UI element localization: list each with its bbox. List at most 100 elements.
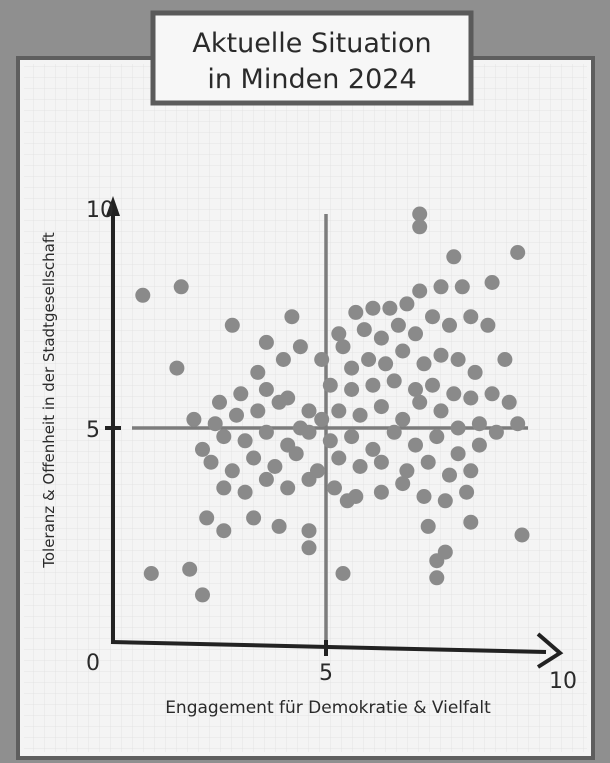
data-point-52 xyxy=(352,407,368,423)
data-point-55 xyxy=(412,394,428,410)
data-point-22 xyxy=(484,275,500,290)
data-point-105 xyxy=(327,480,342,496)
data-point-58 xyxy=(471,416,487,432)
y-axis-arrow xyxy=(106,196,120,216)
data-point-54 xyxy=(395,411,411,427)
data-point-128 xyxy=(429,570,445,586)
data-point-18 xyxy=(446,249,462,265)
x-tick-label-10: 10 xyxy=(549,669,577,694)
data-point-36 xyxy=(416,356,432,372)
x-axis xyxy=(110,640,547,654)
data-point-68 xyxy=(212,394,227,410)
data-point-27 xyxy=(408,326,423,342)
data-point-17 xyxy=(454,279,470,295)
data-point-45 xyxy=(408,382,423,397)
data-point-110 xyxy=(437,493,453,509)
data-point-34 xyxy=(378,356,394,372)
data-point-32 xyxy=(344,360,360,376)
data-point-5 xyxy=(258,334,274,350)
data-point-86 xyxy=(471,437,487,453)
data-point-44 xyxy=(386,373,402,389)
data-point-3 xyxy=(224,317,240,333)
chart-title-line-1: Aktuelle Situation xyxy=(192,28,431,59)
data-point-53 xyxy=(373,399,389,415)
data-point-9 xyxy=(314,352,330,367)
data-point-50 xyxy=(501,394,517,410)
data-point-40 xyxy=(497,352,513,367)
data-point-79 xyxy=(322,433,338,449)
data-point-13 xyxy=(382,300,398,316)
data-point-73 xyxy=(195,441,210,457)
data-point-98 xyxy=(442,467,457,483)
data-point-85 xyxy=(450,446,466,462)
data-point-123 xyxy=(514,527,530,543)
data-point-122 xyxy=(463,514,479,530)
data-point-39 xyxy=(467,364,483,380)
data-points xyxy=(135,206,530,603)
chart-title-line-2: in Minden 2024 xyxy=(207,64,416,95)
data-point-20 xyxy=(412,206,428,222)
data-point-116 xyxy=(301,523,317,539)
data-point-97 xyxy=(420,454,436,470)
data-point-14 xyxy=(399,296,415,312)
data-point-76 xyxy=(258,424,274,440)
data-point-11 xyxy=(348,304,364,320)
data-point-47 xyxy=(446,386,462,402)
data-point-89 xyxy=(246,450,262,466)
data-point-62 xyxy=(207,416,223,432)
y-axis-label: Toleranz & Offenheit in der Stadtgesells… xyxy=(40,232,58,569)
data-point-30 xyxy=(463,309,479,325)
data-point-35 xyxy=(395,343,411,359)
data-point-31 xyxy=(480,317,496,333)
data-point-113 xyxy=(216,523,232,539)
data-point-95 xyxy=(373,454,389,470)
data-point-59 xyxy=(488,424,504,440)
data-point-120 xyxy=(420,518,436,534)
data-point-78 xyxy=(301,424,317,440)
data-point-84 xyxy=(429,429,445,445)
data-point-4 xyxy=(284,309,300,325)
data-point-49 xyxy=(484,386,500,402)
data-point-60 xyxy=(510,416,526,432)
data-point-72 xyxy=(301,403,317,419)
data-point-8 xyxy=(250,364,266,380)
data-point-6 xyxy=(292,339,308,355)
data-point-111 xyxy=(459,484,475,500)
data-point-41 xyxy=(322,377,338,393)
data-point-29 xyxy=(442,317,457,333)
data-point-38 xyxy=(450,352,466,367)
data-point-88 xyxy=(224,463,240,479)
data-point-21 xyxy=(510,245,526,260)
data-point-117 xyxy=(339,493,355,509)
data-point-15 xyxy=(412,283,428,299)
y-tick-label-5: 5 xyxy=(86,418,100,443)
data-point-63 xyxy=(229,407,244,423)
data-point-71 xyxy=(280,390,296,406)
data-point-26 xyxy=(390,317,406,333)
data-point-126 xyxy=(195,587,210,603)
data-point-43 xyxy=(365,377,381,393)
x-tick-label-5: 5 xyxy=(319,661,333,686)
data-point-75 xyxy=(237,433,253,449)
data-point-61 xyxy=(186,411,202,427)
data-point-57 xyxy=(450,420,466,436)
data-point-56 xyxy=(433,403,449,419)
data-point-87 xyxy=(203,454,219,470)
data-point-127 xyxy=(429,553,445,569)
data-point-124 xyxy=(143,566,159,581)
data-point-115 xyxy=(271,518,287,534)
data-point-83 xyxy=(408,437,423,453)
data-point-93 xyxy=(331,450,347,466)
data-point-104 xyxy=(301,471,317,487)
data-point-101 xyxy=(237,484,253,500)
data-point-48 xyxy=(463,390,479,406)
data-point-107 xyxy=(373,484,389,500)
data-point-7 xyxy=(275,352,291,367)
x-axis-arrow xyxy=(536,632,564,669)
data-point-81 xyxy=(365,441,381,457)
data-point-33 xyxy=(361,352,377,367)
data-point-112 xyxy=(199,510,215,526)
data-point-12 xyxy=(365,300,381,316)
data-point-114 xyxy=(246,510,262,526)
